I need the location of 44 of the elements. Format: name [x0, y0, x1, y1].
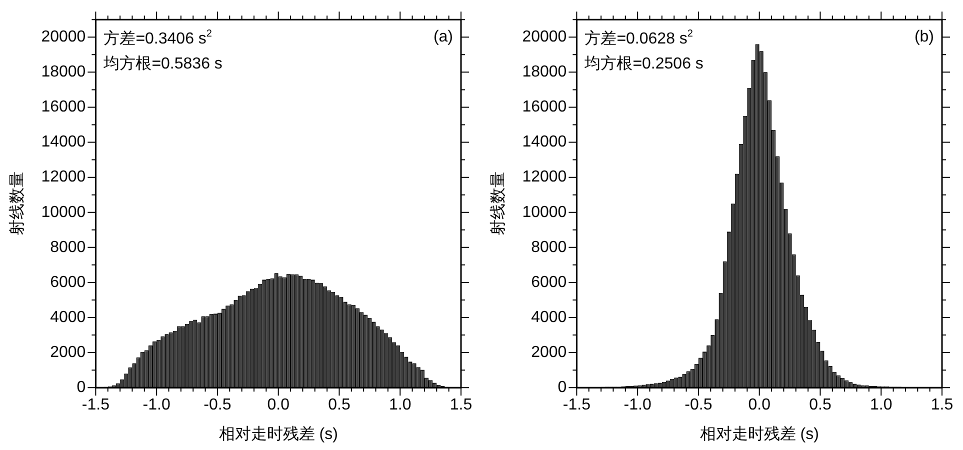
- x-tick-label: 1.0: [870, 396, 892, 414]
- x-tick-label: -1.5: [562, 396, 591, 414]
- x-tick-label: -1.0: [142, 396, 170, 414]
- y-tick-label: 14000: [41, 134, 86, 151]
- annotation: (b): [914, 28, 934, 46]
- annotation: 均方根=0.5836 s: [102, 54, 222, 73]
- x-tick-label: 1.5: [450, 396, 472, 414]
- y-tick-label: 12000: [522, 168, 567, 186]
- y-axis-title: 射线数量: [489, 172, 508, 236]
- x-tick-label: -0.5: [684, 396, 712, 414]
- y-tick-label: 4000: [531, 308, 567, 326]
- x-tick-label: 0.5: [328, 396, 350, 414]
- y-axis-title: 射线数量: [8, 172, 26, 236]
- y-tick-label: 18000: [522, 64, 567, 81]
- annotation: (a): [433, 28, 454, 46]
- x-tick-label: 0.5: [809, 396, 832, 414]
- y-tick-label: 20000: [522, 28, 567, 46]
- y-tick-label: 16000: [41, 98, 86, 116]
- x-axis-title: 相对走时残差 (s): [218, 424, 338, 443]
- y-tick-label: 6000: [50, 274, 86, 291]
- y-tick-label: 10000: [41, 204, 86, 221]
- x-tick-label: 0.0: [748, 396, 771, 414]
- y-tick-label: 20000: [41, 28, 86, 46]
- y-tick-label: 6000: [531, 274, 567, 291]
- y-tick-label: 4000: [50, 308, 86, 326]
- x-tick-label: 1.0: [388, 396, 412, 414]
- x-tick-label: -1.0: [624, 396, 652, 414]
- y-tick-label: 2000: [50, 344, 86, 361]
- y-tick-label: 2000: [531, 344, 567, 361]
- y-tick-label: 12000: [41, 168, 86, 186]
- y-tick-label: 0: [76, 379, 86, 396]
- y-tick-label: 18000: [41, 64, 86, 81]
- x-tick-label: 1.5: [930, 396, 954, 414]
- x-tick-label: -0.5: [204, 396, 232, 414]
- x-axis-title: 相对走时残差 (s): [700, 424, 819, 443]
- y-tick-label: 8000: [50, 238, 86, 256]
- x-tick-label: -1.5: [82, 396, 110, 414]
- annotation: 均方根=0.2506 s: [584, 54, 704, 73]
- y-tick-label: 10000: [522, 204, 567, 221]
- y-tick-label: 14000: [522, 134, 567, 151]
- y-tick-label: 8000: [531, 238, 567, 256]
- y-tick-label: 0: [558, 379, 567, 396]
- x-tick-label: 0.0: [267, 396, 290, 414]
- y-tick-label: 16000: [522, 98, 567, 116]
